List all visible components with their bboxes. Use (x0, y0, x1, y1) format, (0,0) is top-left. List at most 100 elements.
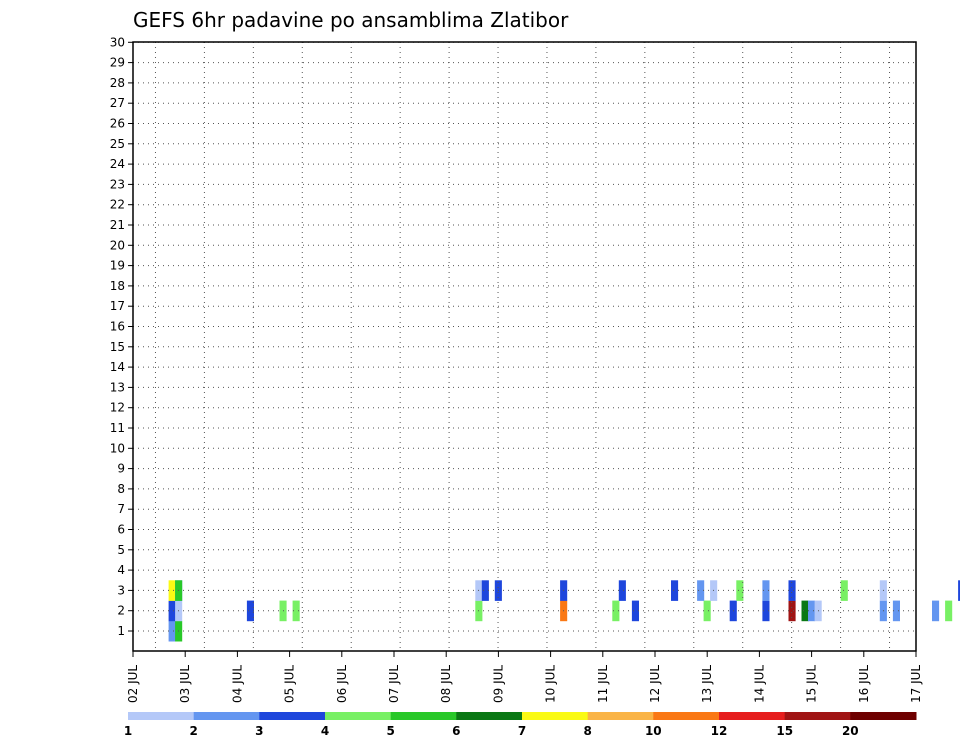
y-tick-label: 28 (110, 76, 125, 90)
y-tick-label: 16 (110, 320, 125, 334)
heatmap-cell (246, 600, 254, 622)
colorbar-swatch (259, 712, 326, 720)
heatmap-cell (631, 600, 639, 622)
colorbar-legend: 1 2 3 4 5 6 7 8 10 12 15 20 (124, 712, 917, 738)
x-tick-label: 02 JUL (126, 665, 140, 703)
heatmap-cells (168, 580, 960, 642)
y-tick-label: 5 (117, 543, 125, 557)
colorbar-swatch (390, 712, 457, 720)
colorbar-label: 5 (387, 724, 395, 738)
colorbar-swatch (784, 712, 851, 720)
chart-title: GEFS 6hr padavine po ansamblima Zlatibor (133, 8, 569, 32)
heatmap-cell (618, 580, 626, 601)
heatmap-cell (801, 600, 809, 622)
heatmap-cell (168, 580, 176, 601)
heatmap-cell (808, 600, 816, 622)
x-tick-label: 11 JUL (596, 665, 610, 703)
colorbar-swatch (850, 712, 917, 720)
colorbar-swatch (653, 712, 720, 720)
heatmap-cell (932, 600, 940, 622)
colorbar-swatch (325, 712, 392, 720)
y-tick-label: 8 (117, 482, 125, 496)
colorbar-swatch (193, 712, 260, 720)
y-tick-label: 27 (110, 96, 125, 110)
y-tick-label: 22 (110, 198, 125, 212)
heatmap-cell (788, 580, 796, 601)
colorbar-label: 12 (711, 724, 728, 738)
y-tick-label: 4 (117, 563, 125, 577)
heatmap-cell (481, 580, 489, 601)
heatmap-cell (703, 600, 711, 622)
x-tick-label: 03 JUL (178, 665, 192, 703)
x-tick-label: 14 JUL (752, 665, 766, 703)
y-tick-label: 3 (117, 583, 125, 597)
heatmap-cell (892, 600, 900, 622)
y-tick-label: 12 (110, 401, 125, 415)
colorbar-swatch (522, 712, 589, 720)
colorbar-label: 1 (124, 724, 132, 738)
y-tick-label: 20 (110, 238, 125, 252)
colorbar-label: 8 (584, 724, 592, 738)
x-tick-label: 17 JUL (909, 665, 923, 703)
x-tick-label: 15 JUL (805, 665, 819, 703)
heatmap-cell (671, 580, 679, 601)
y-tick-label: 7 (117, 502, 125, 516)
heatmap-cell (697, 580, 705, 601)
y-tick-label: 2 (117, 604, 125, 618)
colorbar-label: 4 (321, 724, 329, 738)
y-tick-label: 15 (110, 340, 125, 354)
heatmap-cell (736, 580, 744, 601)
colorbar-swatch (719, 712, 786, 720)
y-tick-label: 1 (117, 624, 125, 638)
x-tick-label: 04 JUL (230, 665, 244, 703)
y-tick-label: 29 (110, 56, 125, 70)
heatmap-cell (762, 580, 770, 601)
colorbar-swatch (587, 712, 654, 720)
colorbar-swatch (128, 712, 195, 720)
x-tick-label: 16 JUL (857, 665, 871, 703)
heatmap-cell (168, 620, 176, 642)
x-tick-label: 07 JUL (387, 665, 401, 703)
heatmap-cell (168, 600, 176, 622)
y-tick-label: 17 (110, 299, 125, 313)
x-tick-label: 10 JUL (544, 665, 558, 703)
heatmap-cell (762, 600, 770, 622)
x-axis: 02 JUL 03 JUL 04 JUL 05 JUL 06 JUL 07 JUL 08 J… (126, 651, 923, 703)
y-tick-label: 6 (117, 523, 125, 537)
colorbar-label: 15 (776, 724, 793, 738)
heatmap-cell (945, 600, 953, 622)
y-tick-label: 10 (110, 441, 125, 455)
y-tick-label: 25 (110, 137, 125, 151)
colorbar-label: 20 (842, 724, 859, 738)
heatmap-cell (292, 600, 300, 622)
y-tick-label: 26 (110, 117, 125, 131)
heatmap-cell (840, 580, 848, 601)
colorbar-swatch (456, 712, 523, 720)
heatmap-cell (958, 580, 960, 601)
colorbar-label: 6 (452, 724, 460, 738)
x-tick-label: 13 JUL (700, 665, 714, 703)
y-tick-label: 19 (110, 259, 125, 273)
colorbar-label: 3 (255, 724, 263, 738)
heatmap-cell (612, 600, 620, 622)
heatmap-cell (788, 600, 796, 622)
colorbar-label: 2 (190, 724, 198, 738)
y-tick-label: 24 (110, 157, 125, 171)
x-tick-label: 05 JUL (283, 665, 297, 703)
colorbar-label: 10 (645, 724, 662, 738)
y-tick-label: 11 (110, 421, 125, 435)
y-tick-label: 18 (110, 279, 125, 293)
x-tick-label: 09 JUL (491, 665, 505, 703)
x-tick-label: 06 JUL (335, 665, 349, 703)
y-axis: 1234567891011121314151617181920212223242… (110, 35, 133, 638)
y-tick-label: 13 (110, 380, 125, 394)
y-tick-label: 23 (110, 177, 125, 191)
y-tick-label: 21 (110, 218, 125, 232)
y-tick-label: 30 (110, 35, 125, 49)
grid-lines (133, 41, 916, 651)
x-tick-label: 08 JUL (439, 665, 453, 703)
y-tick-label: 14 (110, 360, 125, 374)
x-tick-label: 12 JUL (648, 665, 662, 703)
colorbar-label: 7 (518, 724, 526, 738)
